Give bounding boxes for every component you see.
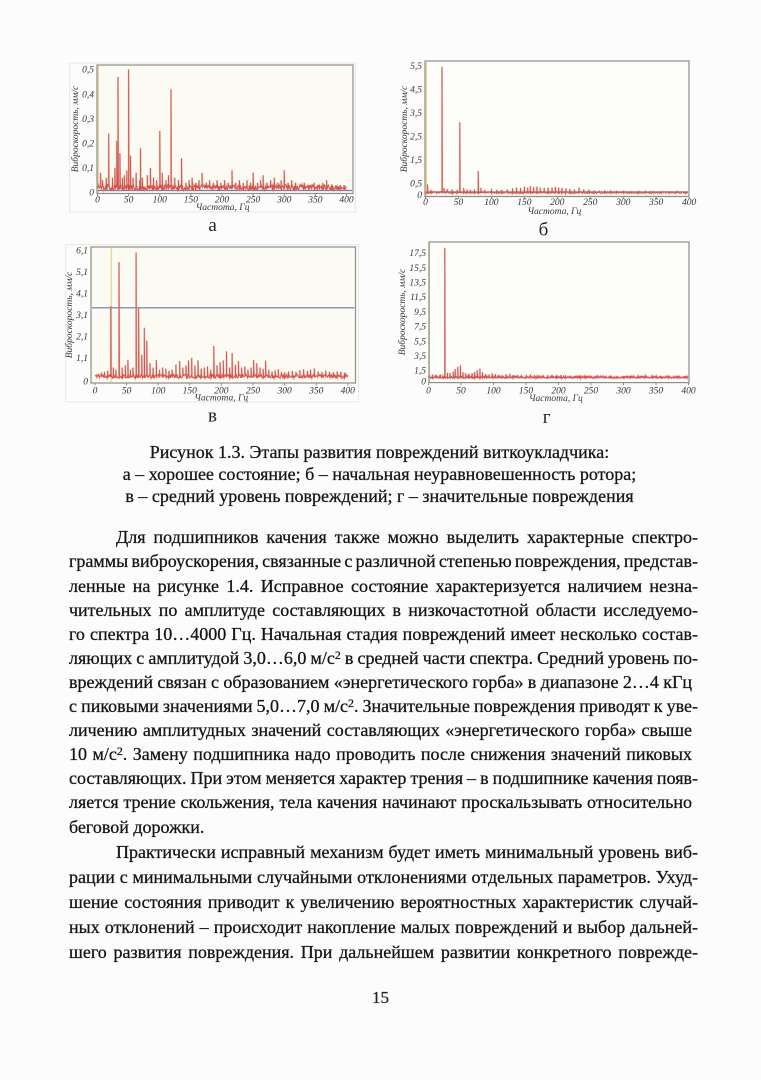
svg-text:3,1: 3,1	[75, 311, 88, 321]
svg-text:0,4: 0,4	[82, 90, 94, 100]
svg-text:0,2: 0,2	[82, 140, 94, 150]
svg-text:250: 250	[246, 386, 261, 396]
svg-text:9,5: 9,5	[414, 308, 426, 318]
svg-text:3,5: 3,5	[413, 352, 426, 362]
svg-text:50: 50	[454, 198, 464, 208]
svg-text:50: 50	[456, 386, 466, 396]
svg-text:250: 250	[584, 386, 599, 396]
svg-text:2,1: 2,1	[76, 333, 88, 343]
svg-text:15,5: 15,5	[409, 264, 426, 274]
svg-text:а: а	[208, 215, 217, 236]
svg-text:200: 200	[214, 386, 229, 396]
svg-text:5,5: 5,5	[410, 62, 422, 72]
svg-text:400: 400	[339, 196, 354, 206]
svg-text:3,5: 3,5	[409, 109, 422, 119]
svg-text:200: 200	[551, 386, 566, 396]
svg-text:150: 150	[184, 196, 199, 206]
svg-text:4,5: 4,5	[410, 86, 422, 96]
svg-text:Частота, Гц: Частота, Гц	[529, 394, 583, 404]
svg-text:0: 0	[423, 198, 428, 208]
svg-text:400: 400	[681, 386, 696, 396]
svg-text:200: 200	[215, 196, 230, 206]
svg-text:0: 0	[426, 386, 431, 396]
svg-text:Виброскорость, мм/с: Виброскорость, мм/с	[70, 85, 81, 172]
svg-text:1,1: 1,1	[76, 354, 88, 364]
svg-text:1,5: 1,5	[410, 156, 422, 166]
svg-text:200: 200	[550, 198, 565, 208]
svg-text:400: 400	[682, 198, 697, 208]
svg-text:0,1: 0,1	[82, 164, 94, 174]
svg-text:250: 250	[246, 196, 261, 206]
svg-text:250: 250	[583, 198, 598, 208]
svg-text:11,5: 11,5	[410, 293, 426, 303]
svg-text:б: б	[539, 220, 549, 241]
svg-text:300: 300	[615, 386, 631, 396]
svg-text:2,5: 2,5	[410, 132, 422, 142]
svg-text:4,1: 4,1	[76, 290, 88, 300]
svg-text:300: 300	[276, 386, 292, 396]
svg-text:17,5: 17,5	[409, 249, 426, 259]
svg-text:0,5: 0,5	[82, 66, 94, 76]
svg-text:100: 100	[484, 198, 499, 208]
svg-text:0: 0	[89, 189, 94, 199]
svg-text:0,3: 0,3	[82, 115, 94, 125]
svg-text:150: 150	[519, 386, 534, 396]
svg-text:Виброскорость, мм/с: Виброскорость, мм/с	[64, 271, 75, 358]
svg-text:300: 300	[615, 198, 631, 208]
svg-text:1,5: 1,5	[414, 367, 426, 377]
svg-text:Виброскорость, мм/с: Виброскорость, мм/с	[399, 85, 410, 172]
svg-text:Частота, Гц: Частота, Гц	[196, 203, 250, 213]
svg-text:150: 150	[517, 198, 532, 208]
svg-text:100: 100	[486, 386, 501, 396]
svg-text:0: 0	[95, 196, 100, 206]
svg-text:13,5: 13,5	[409, 279, 426, 289]
svg-text:г: г	[543, 407, 551, 428]
svg-text:50: 50	[122, 386, 132, 396]
svg-text:350: 350	[307, 196, 323, 206]
svg-text:0,5: 0,5	[410, 179, 422, 189]
svg-text:350: 350	[648, 198, 664, 208]
svg-text:Виброскорость, мм/с: Виброскорость, мм/с	[397, 268, 408, 355]
svg-text:350: 350	[648, 386, 664, 396]
svg-text:0: 0	[421, 378, 426, 388]
svg-text:100: 100	[153, 196, 168, 206]
svg-text:Частота, Гц: Частота, Гц	[194, 394, 248, 404]
svg-text:50: 50	[124, 196, 134, 206]
svg-text:400: 400	[341, 386, 356, 396]
svg-text:5,5: 5,5	[414, 337, 426, 347]
svg-text:0: 0	[93, 386, 98, 396]
svg-text:150: 150	[183, 386, 198, 396]
svg-text:7,5: 7,5	[414, 323, 426, 333]
svg-text:350: 350	[308, 386, 324, 396]
svg-text:0: 0	[83, 378, 88, 388]
svg-text:Частота, Гц: Частота, Гц	[528, 207, 582, 217]
svg-text:6,1: 6,1	[76, 247, 88, 257]
svg-text:300: 300	[276, 196, 292, 206]
svg-text:100: 100	[151, 386, 166, 396]
svg-text:5,1: 5,1	[76, 268, 88, 278]
svg-text:0: 0	[417, 191, 422, 201]
svg-text:в: в	[208, 406, 217, 427]
